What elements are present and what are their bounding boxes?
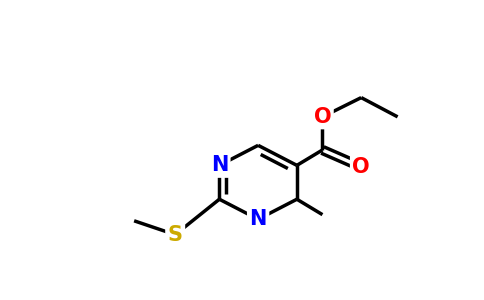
Text: N: N (211, 155, 228, 176)
Text: N: N (249, 209, 267, 229)
Text: S: S (167, 225, 182, 245)
Text: O: O (314, 107, 331, 127)
Text: O: O (352, 157, 370, 177)
